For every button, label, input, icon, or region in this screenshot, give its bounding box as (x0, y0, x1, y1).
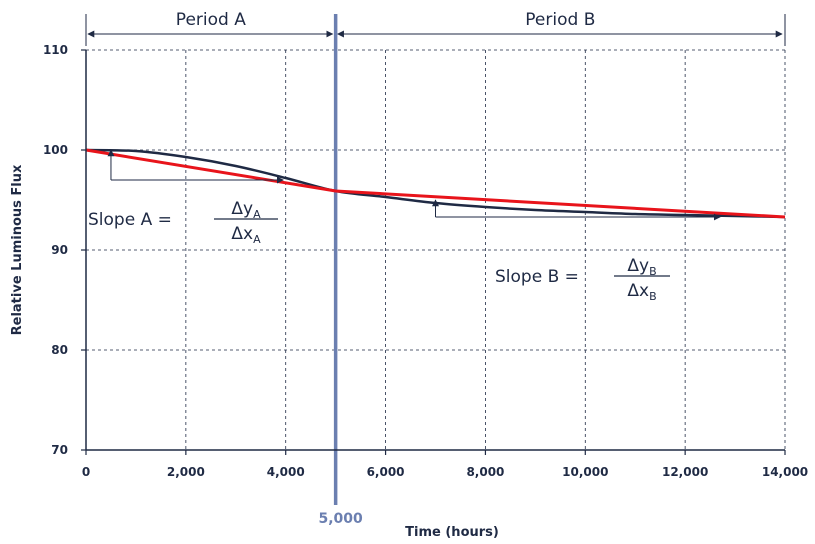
slope-formula: Slope A = ΔyA ΔxA (88, 199, 278, 246)
x-tick-label: 12,000 (662, 465, 708, 479)
series-line (85, 148, 786, 219)
x-tick-label: 10,000 (562, 465, 608, 479)
x-tick-label: 6,000 (367, 465, 405, 479)
period-boundary-label: 5,000 (318, 511, 363, 527)
slope-prefix: Slope B = (495, 267, 579, 287)
slope-denominator: ΔxA (231, 224, 261, 246)
x-tick-label: 14,000 (762, 465, 808, 479)
y-tick-label: 90 (51, 243, 68, 257)
y-axis-title: Relative Luminous Flux (10, 164, 25, 335)
y-tick-label: 100 (43, 143, 68, 157)
slope-annotations: Slope A = ΔyA ΔxA Slope B = ΔyB ΔxB (88, 149, 721, 303)
x-tick-label: 4,000 (267, 465, 305, 479)
slope-denominator: ΔxB (627, 281, 656, 303)
gridlines (86, 49, 786, 450)
y-tick-label: 110 (43, 43, 68, 57)
plot-area (85, 14, 786, 505)
y-tick-label: 80 (51, 343, 68, 357)
slope-numerator: ΔyB (627, 256, 656, 278)
slope-prefix: Slope A = (88, 210, 172, 230)
slope-denominator-sub: B (649, 290, 657, 303)
period-label: Period B (525, 10, 595, 30)
slope-denominator-sub: A (253, 233, 261, 246)
slope-numerator: ΔyA (231, 199, 261, 221)
period-label: Period A (176, 10, 246, 30)
slope-formula: Slope B = ΔyB ΔxB (495, 256, 670, 303)
x-tick-label: 8,000 (466, 465, 504, 479)
x-tick-label: 2,000 (167, 465, 205, 479)
axes: 0 2,000 4,000 6,000 8,000 10,000 12,000 14,000 7… (43, 43, 808, 527)
slope-numerator-sub: A (253, 208, 261, 221)
period-brackets: Period A Period B (85, 10, 786, 46)
x-axis-title: Time (hours) (405, 525, 499, 540)
y-tick-label: 70 (51, 443, 68, 457)
x-tick-label: 0 (82, 465, 90, 479)
slope-numerator-sub: B (649, 265, 657, 278)
